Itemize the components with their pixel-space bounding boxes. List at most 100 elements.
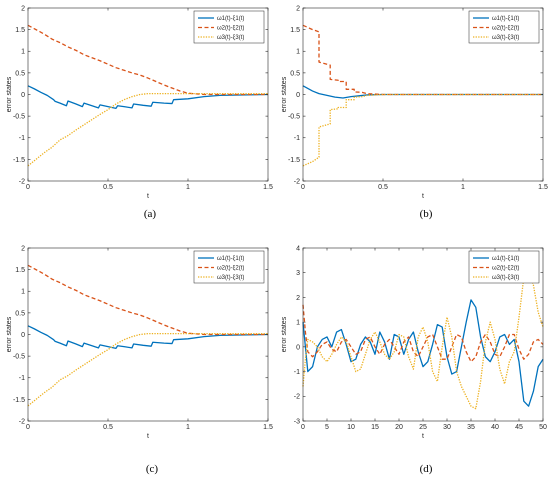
x-tick-label: 0: [301, 184, 305, 191]
chart-svg-b: 0 0.5 1 1.5 -2 -1.5 -1 -0.5 0 0.5 1 1.5 2 t error stat…: [281, 5, 548, 200]
x-tick-label: 35: [467, 424, 475, 431]
y-tick-label: 2: [21, 245, 25, 252]
legend-entry-3: ω3(t)-ξ3(t): [217, 275, 244, 281]
series-line-3: [302, 93, 543, 167]
caption-a: (a): [143, 208, 157, 220]
legend-entry-1: ω1(t)-ξ1(t): [492, 256, 519, 262]
x-axis-label: t: [422, 433, 424, 440]
legend: ω1(t)-ξ1(t) ω2(t)-ξ2(t) ω3(t)-ξ3(t): [193, 250, 265, 284]
y-tick-label: -3: [294, 418, 300, 425]
x-tick-label: 25: [419, 424, 427, 431]
chart-svg-d: 0 5 10 15 20 25 30 35 40 45 50 -3 -2 -1 0 1 2 3 4 t error st…: [281, 245, 547, 440]
y-tick-label: -1: [19, 135, 25, 142]
x-tick-label: 50: [539, 424, 547, 431]
y-tick-label: 1: [296, 320, 300, 327]
y-tick-label: -1: [294, 369, 300, 376]
series-group: [302, 24, 543, 167]
legend-entry-2: ω2(t)-ξ2(t): [492, 26, 519, 32]
series-line-3: [27, 332, 268, 407]
legend-entry-3: ω3(t)-ξ3(t): [492, 275, 519, 281]
x-tick-label: 1: [186, 184, 190, 191]
y-tick-label: 0: [296, 344, 300, 351]
x-tick-label: 10: [347, 424, 355, 431]
y-axis-label: error states: [281, 316, 288, 352]
y-tick-label: -0.5: [13, 114, 25, 121]
legend: ω1(t)-ξ1(t) ω2(t)-ξ2(t) ω3(t)-ξ3(t): [468, 250, 540, 284]
x-tick-label: 1.5: [263, 424, 273, 431]
series-line-1: [27, 85, 269, 109]
y-tick-label: 0.5: [15, 310, 25, 317]
y-tick-label: -1: [294, 135, 300, 142]
series-line-1: [27, 325, 269, 349]
legend-entry-1: ω1(t)-ξ1(t): [492, 16, 519, 22]
y-tick-label: -1.5: [13, 157, 25, 164]
y-tick-label: 1: [296, 49, 300, 56]
x-tick-label: 0.5: [103, 184, 113, 191]
series-group: [27, 24, 269, 167]
y-axis-label: error states: [281, 76, 288, 112]
legend-entry-2: ω2(t)-ξ2(t): [217, 26, 244, 32]
x-tick-label: 1: [461, 184, 465, 191]
y-tick-label: -0.5: [13, 354, 25, 361]
x-tick-label: 0: [26, 184, 30, 191]
series-line-2: [27, 24, 268, 96]
y-tick-label: 0: [21, 92, 25, 99]
y-tick-label: 4: [296, 245, 300, 252]
chart-panel-c: 0 0.5 1 1.5 -2 -1.5 -1 -0.5 0 0.5 1 1.5 2 t error stat…: [0, 240, 275, 462]
series-line-3: [302, 272, 544, 410]
x-axis-label: t: [147, 193, 149, 200]
y-tick-label: 0: [296, 92, 300, 99]
y-tick-label: 2: [21, 5, 25, 12]
y-tick-label: 0.5: [15, 70, 25, 77]
x-tick-label: 1: [186, 424, 190, 431]
series-line-2: [302, 24, 543, 96]
y-tick-label: -1.5: [288, 157, 300, 164]
chart-svg-a: 0 0.5 1 1.5 -2 -1.5 -1 -0.5 0 0.5 1 1.5 2 t error stat…: [6, 5, 273, 200]
series-group: [27, 264, 269, 407]
x-tick-label: 0: [26, 424, 30, 431]
legend-entry-3: ω3(t)-ξ3(t): [217, 35, 244, 41]
series-line-3: [27, 92, 268, 167]
y-axis-label: error states: [6, 316, 13, 352]
y-tick-label: 1.5: [15, 267, 25, 274]
y-tick-label: 2: [296, 5, 300, 12]
legend-entry-2: ω2(t)-ξ2(t): [492, 266, 519, 272]
y-tick-label: 2: [296, 295, 300, 302]
y-tick-label: -2: [294, 178, 300, 185]
chart-svg-c: 0 0.5 1 1.5 -2 -1.5 -1 -0.5 0 0.5 1 1.5 2 t error stat…: [6, 245, 273, 440]
series-line-2: [27, 264, 268, 336]
x-tick-label: 20: [395, 424, 403, 431]
legend: ω1(t)-ξ1(t) ω2(t)-ξ2(t) ω3(t)-ξ3(t): [468, 10, 540, 44]
y-tick-label: -2: [19, 418, 25, 425]
y-axis-label: error states: [6, 76, 13, 112]
y-tick-label: 0: [21, 332, 25, 339]
x-tick-label: 30: [443, 424, 451, 431]
y-tick-label: -2: [19, 178, 25, 185]
legend-entry-1: ω1(t)-ξ1(t): [217, 256, 244, 262]
x-tick-label: 40: [491, 424, 499, 431]
x-axis-label: t: [147, 433, 149, 440]
x-tick-label: 5: [325, 424, 329, 431]
chart-panel-b: 0 0.5 1 1.5 -2 -1.5 -1 -0.5 0 0.5 1 1.5 2 t error stat…: [275, 0, 550, 222]
legend-entry-3: ω3(t)-ξ3(t): [492, 35, 519, 41]
series-line-1: [302, 299, 544, 407]
y-tick-label: 1.5: [290, 27, 300, 34]
x-tick-label: 0.5: [103, 424, 113, 431]
legend: ω1(t)-ξ1(t) ω2(t)-ξ2(t) ω3(t)-ξ3(t): [193, 10, 265, 44]
x-tick-label: 0: [301, 424, 305, 431]
chart-panel-d: 0 5 10 15 20 25 30 35 40 45 50 -3 -2 -1 0 1 2 3 4 t error st…: [275, 240, 550, 462]
x-tick-label: 15: [371, 424, 379, 431]
caption-d: (d): [419, 463, 433, 475]
series-group: [302, 272, 544, 410]
x-tick-label: 1.5: [538, 184, 548, 191]
x-tick-label: 0.5: [378, 184, 388, 191]
x-tick-label: 45: [515, 424, 523, 431]
y-tick-label: 3: [296, 270, 300, 277]
chart-panel-a: 0 0.5 1 1.5 -2 -1.5 -1 -0.5 0 0.5 1 1.5 2 t error stat…: [0, 0, 275, 222]
x-tick-label: 1.5: [263, 184, 273, 191]
y-tick-label: 1: [21, 289, 25, 296]
caption-b: (b): [419, 208, 433, 220]
y-tick-label: -1.5: [13, 397, 25, 404]
y-tick-label: -1: [19, 375, 25, 382]
y-tick-label: 0.5: [290, 70, 300, 77]
